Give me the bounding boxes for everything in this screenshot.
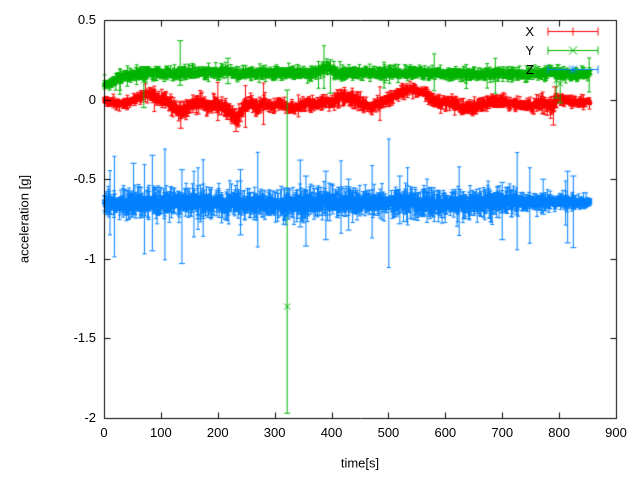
y-axis-title: acceleration [g] bbox=[16, 174, 32, 264]
y-tick-label: -1.5 bbox=[73, 330, 96, 346]
x-tick-label: 500 bbox=[377, 425, 400, 440]
x-tick-label: 400 bbox=[320, 425, 343, 440]
x-tick-label: 0 bbox=[100, 425, 108, 440]
x-tick-label: 700 bbox=[491, 425, 514, 440]
y-tick-label: -2 bbox=[84, 410, 96, 425]
legend-label-y: Y bbox=[525, 42, 534, 58]
y-tick-label: 0 bbox=[88, 91, 96, 107]
x-tick-label: 900 bbox=[605, 425, 627, 440]
x-tick-label: 800 bbox=[548, 425, 570, 440]
legend-label-z: Z bbox=[526, 61, 534, 77]
x-tick-label: 100 bbox=[150, 425, 172, 440]
x-tick-label: 600 bbox=[434, 425, 457, 440]
x-axis-title: time[s] bbox=[340, 455, 380, 471]
y-tick-label: 0.5 bbox=[77, 12, 96, 27]
y-tick-label: -1 bbox=[84, 250, 96, 266]
legend-label-x: X bbox=[525, 23, 534, 39]
x-tick-label: 200 bbox=[206, 425, 229, 440]
y-tick-label: -0.5 bbox=[73, 171, 96, 187]
x-tick-label: 300 bbox=[263, 425, 286, 440]
